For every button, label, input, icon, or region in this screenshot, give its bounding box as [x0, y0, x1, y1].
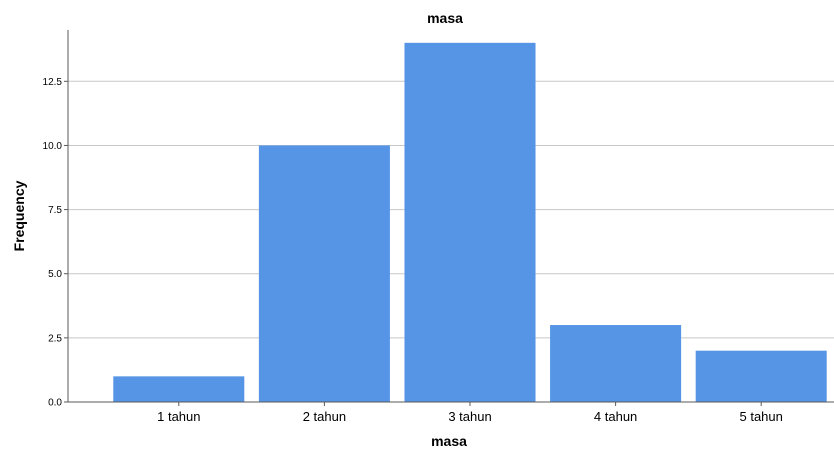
y-tick-label: 10.0 — [43, 141, 63, 152]
y-axis-title: Frequency — [11, 180, 27, 251]
x-tick-label: 5 tahun — [740, 409, 783, 424]
bar — [113, 376, 245, 402]
x-tick-label: 3 tahun — [448, 409, 491, 424]
y-tick-label: 5.0 — [48, 269, 62, 280]
bar — [695, 350, 827, 402]
bar — [258, 145, 390, 402]
x-tick-label: 1 tahun — [157, 409, 200, 424]
y-tick-label: 0.0 — [48, 398, 62, 409]
y-tick-label: 7.5 — [48, 205, 62, 216]
x-axis-ticks: 1 tahun 2 tahun 3 tahun 4 tahun 5 tahun — [157, 402, 783, 424]
x-tick-label: 4 tahun — [594, 409, 637, 424]
chart-title: masa — [427, 10, 463, 26]
x-axis-title: masa — [431, 433, 467, 449]
y-axis-ticks: 0.0 2.5 5.0 7.5 10.0 12.5 — [43, 77, 68, 409]
bar — [550, 325, 682, 402]
y-tick-label: 2.5 — [48, 333, 62, 344]
bars — [113, 42, 827, 403]
x-tick-label: 2 tahun — [303, 409, 346, 424]
bar — [404, 42, 536, 403]
y-tick-label: 12.5 — [43, 77, 63, 88]
